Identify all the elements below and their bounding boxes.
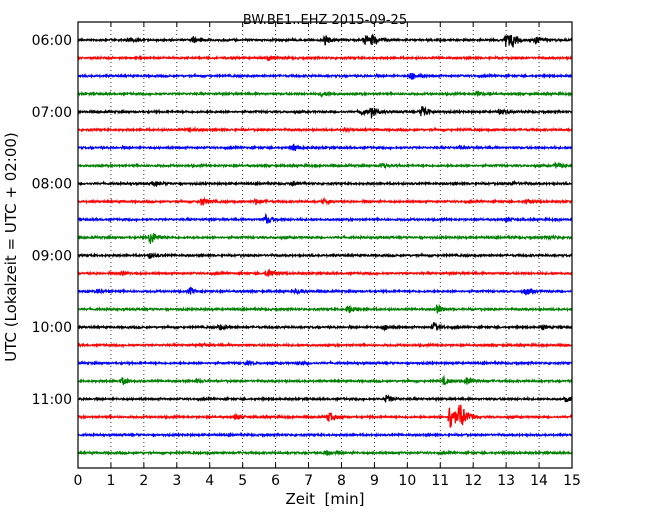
y-tick-label: 08:00 [32,177,72,193]
trace-line [77,449,573,457]
x-tick-label: 5 [238,473,247,489]
trace-line [77,431,573,439]
x-tick-label: 12 [464,473,482,489]
x-tick-label: 7 [304,473,313,489]
trace-line [77,143,573,151]
trace-line [77,90,573,98]
y-tick-label: 10:00 [32,320,72,336]
trace-line [77,212,573,224]
x-tick-label: 10 [398,473,416,489]
trace-line [77,54,573,62]
x-tick-label: 0 [74,473,83,489]
y-axis: 06:00 07:00 08:00 09:00 10:00 11:00 [32,33,83,408]
x-tick-label: 2 [139,473,148,489]
trace-line [77,394,573,403]
trace-line [77,251,573,259]
y-axis-label: UTC (Lokalzeit = UTC + 02:00) [2,132,20,362]
x-tick-label: 13 [497,473,515,489]
plot-frame [77,21,573,469]
trace-line [77,341,573,349]
y-tick-label: 09:00 [32,248,72,264]
x-axis: 0 1 2 3 4 5 6 7 8 9 10 11 12 13 14 15 [74,22,581,489]
x-tick-label: 11 [431,473,449,489]
x-tick-label: 4 [205,473,214,489]
y-tick-label: 11:00 [32,392,72,408]
trace-line [77,196,573,207]
gridlines [110,22,540,468]
trace-line [77,268,573,277]
trace-line [77,374,573,386]
trace-line [77,286,573,296]
trace-line [77,33,573,48]
trace-line [77,72,573,80]
trace-line [77,179,573,188]
chart-title: BW.BE1..EHZ 2015-09-25 [243,13,407,28]
y-tick-label: 07:00 [32,105,72,121]
x-tick-label: 6 [271,473,280,489]
trace-line [77,303,573,314]
trace-line [77,321,573,332]
trace-line [77,404,573,428]
x-axis-label: Zeit [min] [285,490,364,508]
x-tick-label: 15 [563,473,581,489]
trace-line [77,161,573,170]
x-tick-label: 3 [172,473,181,489]
x-tick-label: 9 [370,473,379,489]
x-tick-label: 1 [106,473,115,489]
trace-line [77,359,573,367]
y-tick-label: 06:00 [32,33,72,49]
x-tick-label: 14 [530,473,548,489]
traces [77,33,573,457]
trace-line [77,125,573,134]
trace-line [77,106,573,120]
x-tick-label: 8 [337,473,346,489]
trace-line [77,233,573,245]
